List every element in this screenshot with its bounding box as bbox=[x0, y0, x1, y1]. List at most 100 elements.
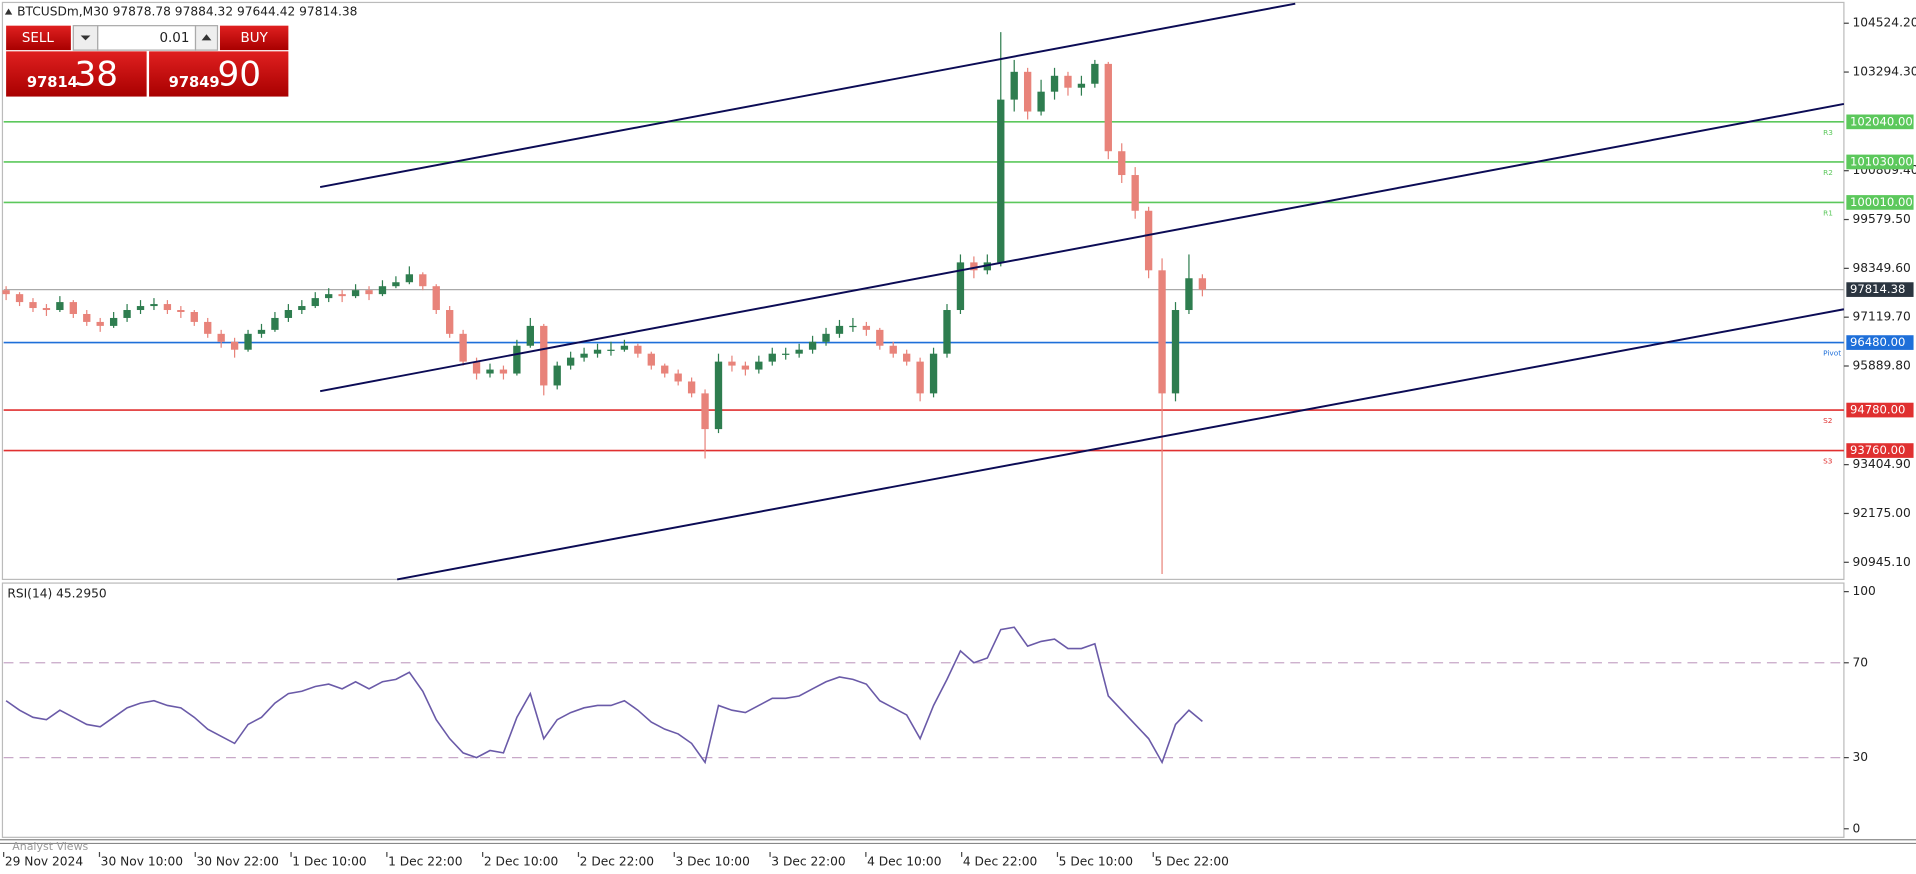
candle-body bbox=[257, 329, 266, 334]
candle-body bbox=[1077, 83, 1086, 88]
buy-label: BUY bbox=[241, 31, 269, 46]
candle-body bbox=[1050, 75, 1059, 92]
sell-price-box[interactable] bbox=[6, 51, 147, 97]
x-tick-label: 3 Dec 10:00 bbox=[675, 854, 749, 868]
candle-body bbox=[701, 393, 709, 430]
candle-body bbox=[714, 361, 723, 430]
candle-body bbox=[782, 353, 790, 355]
candle-body bbox=[1171, 310, 1180, 394]
volume: 0.01 bbox=[159, 31, 189, 46]
candle-body bbox=[29, 302, 37, 309]
current-price-tag bbox=[1846, 282, 1914, 297]
candle-body bbox=[849, 325, 857, 328]
candle-body bbox=[956, 262, 965, 311]
x-tick-label: 1 Dec 10:00 bbox=[292, 854, 366, 868]
rsi-tick-label: 70 bbox=[1852, 655, 1868, 669]
candle-body bbox=[244, 333, 252, 350]
level-name: R2 bbox=[1823, 168, 1833, 177]
candle-body bbox=[795, 349, 803, 354]
collapse-icon[interactable] bbox=[4, 8, 13, 15]
sell-button[interactable] bbox=[6, 25, 71, 51]
candle-body bbox=[674, 373, 682, 382]
y-tick-label: 103294.30 bbox=[1852, 65, 1916, 79]
candle-body bbox=[1104, 63, 1112, 152]
candle-body bbox=[499, 369, 508, 374]
candle-body bbox=[1185, 278, 1193, 311]
rsi-line bbox=[5, 626, 1203, 765]
candle-body bbox=[338, 294, 346, 297]
channel bbox=[319, 2, 1845, 581]
candle-body bbox=[392, 282, 400, 287]
level-tag bbox=[1846, 195, 1914, 210]
candle-body bbox=[150, 304, 158, 307]
x-tick-label: 3 Dec 22:00 bbox=[771, 854, 845, 868]
candle-body bbox=[459, 333, 467, 362]
level-tag-label: 102040.00 bbox=[1850, 114, 1913, 128]
trend-line bbox=[319, 102, 1845, 393]
candle-body bbox=[607, 349, 615, 351]
candle-body bbox=[593, 349, 602, 354]
candle-body bbox=[15, 294, 24, 303]
candle-body bbox=[1010, 71, 1018, 100]
level-tag bbox=[1846, 114, 1914, 130]
candle-body bbox=[728, 361, 736, 366]
candle-body bbox=[808, 341, 817, 350]
candle-body bbox=[1144, 210, 1153, 271]
rsi-pane-frame bbox=[1, 582, 1845, 838]
level-name: S2 bbox=[1823, 416, 1832, 425]
level-tag bbox=[1846, 154, 1914, 170]
rsi-tick-label: 30 bbox=[1852, 750, 1868, 764]
arrow bbox=[201, 34, 212, 41]
candle-body bbox=[83, 313, 91, 322]
level-tag-label: 100010.00 bbox=[1850, 195, 1913, 209]
candle-body bbox=[472, 361, 481, 374]
candle-body bbox=[271, 317, 279, 330]
level-tag bbox=[1846, 443, 1914, 458]
candle-body bbox=[661, 365, 669, 374]
x-tick-label: 29 Nov 2024 bbox=[5, 854, 83, 868]
candle-body bbox=[889, 345, 897, 354]
candle-body bbox=[822, 333, 830, 342]
candle-body bbox=[1131, 175, 1139, 211]
candle-body bbox=[298, 306, 306, 311]
candle-body bbox=[997, 99, 1005, 263]
level-tag-label: 94780.00 bbox=[1850, 403, 1905, 417]
buy-price-fraction: 90 bbox=[218, 54, 262, 94]
trend-line bbox=[319, 2, 1296, 188]
candle-body bbox=[634, 345, 642, 354]
candle-body bbox=[56, 302, 64, 311]
candle-body bbox=[647, 353, 655, 366]
level-name: S3 bbox=[1823, 457, 1833, 466]
x-tick-label: 4 Dec 22:00 bbox=[963, 854, 1037, 868]
current-price-label: 97814.38 bbox=[1850, 282, 1905, 296]
level-name: Pivot bbox=[1823, 349, 1841, 358]
y-tick-label: 95889.80 bbox=[1852, 358, 1910, 372]
volume-input[interactable] bbox=[97, 25, 197, 51]
x-tick-label: 5 Dec 22:00 bbox=[1154, 854, 1228, 868]
candle-body bbox=[1023, 71, 1032, 112]
candle-body bbox=[929, 353, 938, 394]
candle-body bbox=[432, 286, 440, 311]
candle-body bbox=[620, 345, 629, 350]
candle-body bbox=[96, 321, 104, 326]
y-tick-label: 98349.60 bbox=[1852, 261, 1910, 275]
rsi-title: RSI(14) 45.2950 bbox=[7, 587, 106, 601]
analyst-views: Analyst Views bbox=[12, 840, 88, 853]
rsi-tick-label: 100 bbox=[1852, 584, 1875, 598]
candle-body bbox=[325, 294, 333, 299]
x-tick-label: 2 Dec 10:00 bbox=[484, 854, 558, 868]
candle-body bbox=[405, 274, 414, 283]
sell-label: SELL bbox=[22, 31, 55, 46]
main-pane-frame bbox=[1, 1, 1845, 581]
candle-body bbox=[136, 306, 145, 311]
buy-button[interactable] bbox=[219, 25, 289, 51]
level-tag bbox=[1846, 402, 1914, 418]
candle-body bbox=[163, 304, 172, 311]
candle-body bbox=[177, 310, 185, 313]
candle-body bbox=[230, 341, 239, 350]
candle-body bbox=[2, 290, 10, 295]
symbol-header: BTCUSDm,M30 97878.78 97884.32 97644.42 9… bbox=[17, 5, 357, 19]
buy-price-box[interactable] bbox=[149, 51, 289, 97]
candle-body bbox=[486, 369, 494, 374]
